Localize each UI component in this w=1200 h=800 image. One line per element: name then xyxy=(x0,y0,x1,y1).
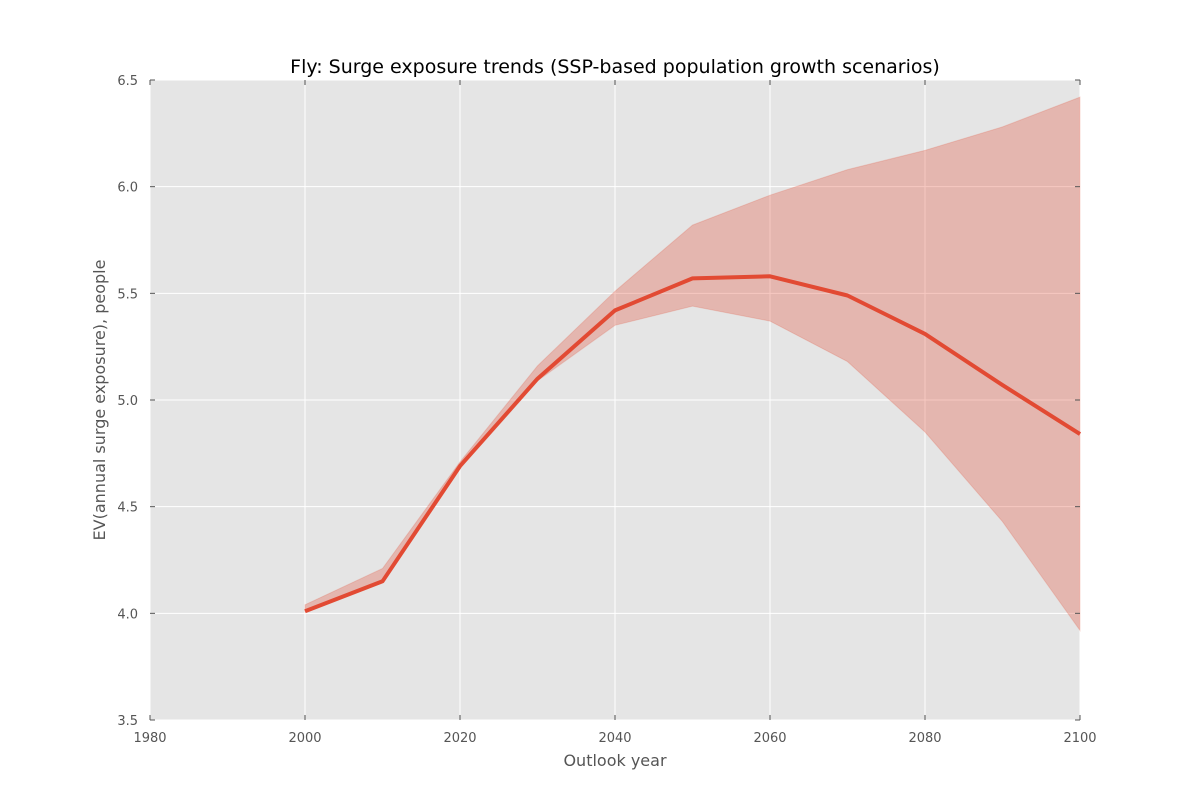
x-tick-label: 2020 xyxy=(443,731,476,746)
x-tick-label: 2080 xyxy=(908,731,941,746)
x-tick-labels: 1980 2000 2020 2040 2060 2080 2100 xyxy=(133,731,1096,746)
x-tick-label: 1980 xyxy=(133,731,166,746)
y-tick-label: 6.5 xyxy=(117,74,138,89)
y-tick-label: 3.5 xyxy=(117,714,138,729)
axis-ticks xyxy=(149,79,1081,721)
x-axis-label: Outlook year xyxy=(563,751,667,770)
y-tick-label: 4.0 xyxy=(117,607,138,622)
series-line xyxy=(304,274,1082,614)
y-tick-label: 5.5 xyxy=(117,287,138,302)
chart-title: Fly: Surge exposure trends (SSP-based po… xyxy=(290,56,940,78)
y-axis-label: EV(annual surge exposure), people xyxy=(90,260,109,541)
x-tick-label: 2060 xyxy=(753,731,786,746)
y-tick-label: 6.0 xyxy=(117,181,138,196)
y-tick-label: 5.0 xyxy=(117,394,138,409)
x-tick-label: 2040 xyxy=(598,731,631,746)
y-tick-label: 4.5 xyxy=(117,501,138,516)
x-tick-label: 2000 xyxy=(288,731,321,746)
x-tick-label: 2100 xyxy=(1063,731,1096,746)
y-tick-labels: 3.5 4.0 4.5 5.0 5.5 6.0 6.5 xyxy=(117,74,138,729)
